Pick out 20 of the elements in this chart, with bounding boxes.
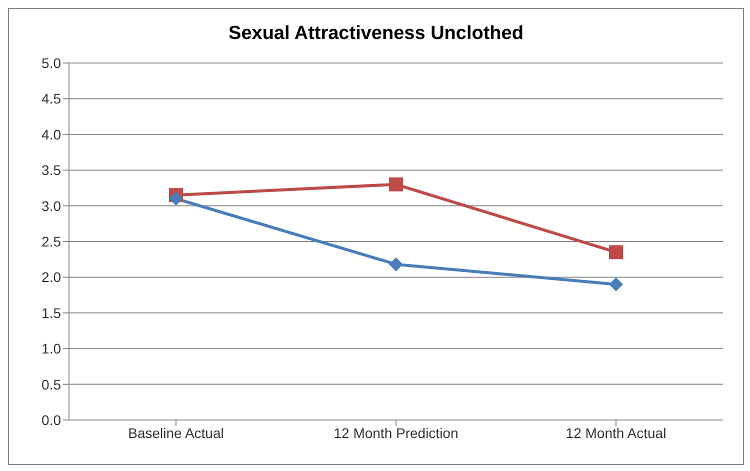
chart-title: Sexual Attractiveness Unclothed [228, 23, 524, 45]
y-tick-label: 2.5 [42, 233, 62, 250]
y-tick-label: 4.0 [42, 126, 62, 142]
y-tick-label: 0.0 [42, 412, 62, 428]
point [609, 245, 623, 260]
y-tick-label: 4.5 [42, 90, 62, 107]
y-tick-label: 5.0 [42, 54, 62, 71]
y-tick-label: 3.0 [42, 198, 62, 214]
x-tick-label: Baseline Actual [128, 424, 224, 441]
y-tick-label: 3.5 [42, 162, 62, 178]
y-tick-label: 2.0 [42, 269, 62, 286]
point [389, 177, 403, 192]
point [389, 257, 403, 272]
point [169, 192, 183, 206]
y-tick-label: 0.5 [42, 376, 62, 392]
y-tick-label: 1.5 [42, 304, 62, 321]
x-tick-label: 12 Month Prediction [334, 424, 458, 441]
x-tick-label: 12 Month Actual [566, 424, 666, 441]
y-tick-label: 1.0 [42, 340, 62, 357]
point [609, 277, 623, 292]
